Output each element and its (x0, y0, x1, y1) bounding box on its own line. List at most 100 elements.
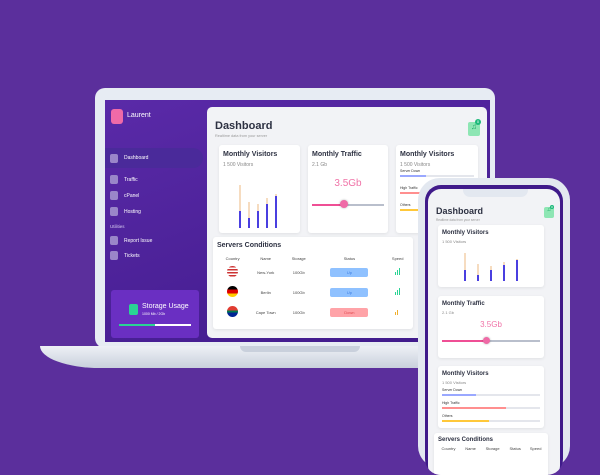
dashboard-icon (110, 153, 118, 163)
progress-bar (400, 175, 474, 177)
bell-icon[interactable]: ♫ 0 (544, 205, 554, 218)
traffic-value: 3.5Gb (480, 320, 502, 329)
traffic-value: 3.5Gb (334, 178, 362, 189)
bell-icon[interactable]: ♫ 0 (468, 119, 481, 136)
label: Tickets (124, 252, 140, 259)
laptop-notch (240, 346, 360, 352)
monthly-visitors-card: Monthly Visitors 1 500 Visitors (219, 145, 300, 233)
page-subtitle: Realtime data from your server (436, 218, 480, 222)
sidebar-item-cpanel[interactable]: cPanel (110, 191, 139, 200)
visitors-breakdown-card: Monthly Visitors 1 500 Visitors Server D… (438, 366, 544, 428)
page-title: Dashboard (215, 120, 273, 132)
card-title: Monthly Visitors (442, 371, 489, 377)
table-row[interactable]: Berlin 100Gb Up (219, 282, 409, 302)
report-icon (110, 236, 118, 245)
card-title: Monthly Visitors (223, 151, 278, 158)
notification-badge: 0 (550, 205, 554, 209)
flag-de-icon (227, 286, 239, 297)
column-header: Country (441, 446, 456, 451)
bar-total (490, 265, 492, 281)
table-row[interactable]: New-York 100Gb Up (219, 262, 409, 282)
ticket-icon (110, 251, 118, 260)
slider-handle[interactable] (340, 200, 349, 208)
bar-value (275, 196, 277, 228)
visitors-bar-chart (239, 183, 277, 228)
server-storage: 100Gb (292, 269, 305, 275)
bar-total (275, 193, 277, 228)
bar-value (516, 260, 518, 281)
progress-bar (442, 407, 540, 409)
card-title: Monthly Traffic (312, 151, 362, 158)
cpanel-icon (110, 191, 118, 200)
bar-total (239, 185, 241, 228)
label: Traffic (124, 176, 138, 183)
label: cPanel (124, 192, 140, 199)
phone-notch (463, 189, 528, 197)
label: Hosting (124, 208, 141, 215)
progress-label: Others (400, 203, 411, 207)
flag-us-icon (227, 266, 239, 277)
sidebar: Laurent Dashboard Traffic cPanel Hosting… (105, 100, 205, 342)
folder-logo-icon (111, 109, 123, 124)
monthly-traffic-card: Monthly Traffic 2.1 Gb 3.5Gb (308, 145, 388, 233)
card-title: Servers Conditions (438, 437, 494, 443)
database-icon (129, 304, 138, 315)
sidebar-item-hosting[interactable]: Hosting (110, 207, 141, 216)
card-subtitle: 1 500 Visitors (400, 162, 431, 168)
bar-total (464, 253, 466, 281)
bar-total (477, 263, 479, 281)
column-header: Storage (485, 446, 500, 451)
storage-detail: 1000 Mb / 2Gb (142, 312, 166, 316)
progress-label: Server Down (400, 169, 421, 173)
card-subtitle: 1 500 Visitors (223, 162, 254, 168)
page-title: Dashboard (436, 206, 484, 216)
servers-conditions-card: Servers Conditions Country Name Storage Sta… (434, 433, 548, 475)
slider-handle[interactable] (482, 337, 490, 344)
bar-value (266, 203, 268, 228)
user-name: Laurent (127, 112, 151, 119)
table-header: Country Name Storage Status Speed (436, 445, 546, 452)
bar-value (503, 265, 505, 281)
server-storage: 100Gb (292, 309, 305, 315)
bar-total (257, 204, 259, 228)
bar-value (248, 218, 250, 228)
traffic-slider[interactable] (312, 204, 384, 206)
card-subtitle: 1 500 Visitors (442, 239, 467, 244)
progress-label: Server Down (442, 388, 463, 392)
traffic-icon (110, 175, 118, 184)
monthly-visitors-card: Monthly Visitors 1 500 Visitors (438, 225, 544, 287)
progress-label: High Traffic (442, 401, 460, 405)
status-badge: Down (330, 307, 369, 317)
servers-conditions-card: Servers Conditions Country Name Storage Sta… (213, 237, 413, 329)
sidebar-item-report-issue[interactable]: Report Issue (110, 236, 152, 245)
server-name: Berlin (260, 289, 271, 295)
column-header: Name (260, 256, 272, 261)
progress-bar (442, 394, 540, 396)
card-subtitle: 1 500 Visitors (442, 380, 467, 385)
card-title: Monthly Visitors (442, 230, 489, 236)
column-header: Country (225, 256, 240, 261)
card-title: Servers Conditions (217, 242, 282, 249)
sidebar-item-traffic[interactable]: Traffic (110, 175, 138, 184)
signal-icon (395, 308, 400, 315)
visitors-bar-chart (464, 251, 518, 281)
servers-table: Country Name Storage Status Speed New-York 100… (219, 255, 409, 322)
bar-total (503, 261, 505, 281)
bar-total (248, 201, 250, 228)
card-subtitle: 2.1 Gb (312, 162, 328, 168)
signal-icon (395, 268, 401, 275)
table-row[interactable]: Cape Town 100Gb Down (219, 302, 409, 322)
bar-total (266, 198, 268, 228)
phone-screen: Dashboard Realtime data from your server… (425, 185, 563, 475)
signal-icon (395, 288, 401, 295)
phone-frame: Dashboard Realtime data from your server… (418, 178, 570, 475)
traffic-slider[interactable] (442, 340, 540, 342)
progress-bar (442, 420, 540, 422)
card-subtitle: 2.1 Gb (442, 310, 455, 315)
sidebar-item-dashboard[interactable]: Dashboard (105, 148, 203, 168)
card-title: Monthly Visitors (400, 151, 455, 158)
sidebar-item-tickets[interactable]: Tickets (110, 251, 140, 260)
section-label: Utilities (110, 224, 125, 229)
status-badge: Up (330, 267, 369, 277)
bar-total (516, 258, 518, 281)
